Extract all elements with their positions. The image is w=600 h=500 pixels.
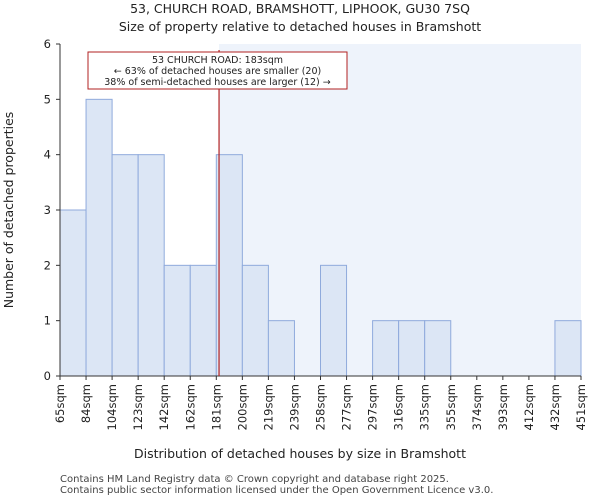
footer-line-1: Contains HM Land Registry data © Crown c… bbox=[60, 474, 449, 485]
chart-subtitle: Size of property relative to detached ho… bbox=[119, 19, 481, 34]
x-tick-label: 200sqm bbox=[235, 384, 249, 430]
x-tick-label: 374sqm bbox=[470, 384, 484, 430]
bar-65sqm bbox=[59, 209, 87, 377]
bar-316sqm bbox=[398, 320, 426, 377]
x-tick-label: 239sqm bbox=[287, 384, 301, 430]
y-tick-label: 3 bbox=[44, 203, 51, 217]
x-axis-label: Distribution of detached houses by size … bbox=[134, 446, 466, 461]
annotation-box: 53 CHURCH ROAD: 183sqm ← 63% of detached… bbox=[87, 51, 348, 90]
x-tick-label: 335sqm bbox=[418, 384, 432, 430]
x-tick-label: 297sqm bbox=[366, 384, 380, 430]
x-tick-label: 432sqm bbox=[548, 384, 562, 430]
bar-104sqm bbox=[111, 154, 139, 377]
bar-84sqm bbox=[85, 98, 113, 377]
x-tick-label: 393sqm bbox=[496, 384, 510, 430]
bar-258sqm bbox=[320, 264, 348, 377]
annotation-line-3: 38% of semi-detached houses are larger (… bbox=[104, 77, 331, 88]
bar-219sqm bbox=[267, 320, 295, 377]
bar-200sqm bbox=[241, 264, 269, 377]
y-tick-label: 5 bbox=[44, 92, 51, 106]
y-tick-label: 1 bbox=[44, 314, 51, 328]
x-tick-label: 123sqm bbox=[131, 384, 145, 430]
x-tick-label: 104sqm bbox=[105, 384, 119, 430]
x-tick-label: 258sqm bbox=[314, 384, 328, 430]
bar-162sqm bbox=[189, 264, 217, 377]
y-tick-label: 0 bbox=[44, 369, 51, 383]
x-tick-label: 219sqm bbox=[261, 384, 275, 430]
annotation-line-2: ← 63% of detached houses are smaller (20… bbox=[114, 66, 321, 77]
x-tick-label: 162sqm bbox=[183, 384, 197, 430]
x-tick-label: 181sqm bbox=[209, 384, 223, 430]
bar-297sqm bbox=[372, 320, 400, 377]
histogram-chart: 53, CHURCH ROAD, BRAMSHOTT, LIPHOOK, GU3… bbox=[1, 1, 588, 461]
x-tick-label: 84sqm bbox=[79, 384, 93, 423]
chart-title: 53, CHURCH ROAD, BRAMSHOTT, LIPHOOK, GU3… bbox=[130, 1, 470, 16]
x-tick-label: 412sqm bbox=[522, 384, 536, 430]
x-tick-label: 451sqm bbox=[574, 384, 588, 430]
footer-line-2: Contains public sector information licen… bbox=[60, 485, 494, 496]
bar-335sqm bbox=[424, 320, 452, 377]
bar-432sqm bbox=[554, 320, 582, 377]
x-tick-label: 277sqm bbox=[340, 384, 354, 430]
x-tick-label: 355sqm bbox=[444, 384, 458, 430]
bar-181sqm bbox=[215, 154, 243, 377]
x-tick-label: 316sqm bbox=[392, 384, 406, 430]
y-tick-label: 6 bbox=[44, 37, 51, 51]
y-axis-label: Number of detached properties bbox=[1, 112, 16, 309]
bar-142sqm bbox=[163, 264, 191, 377]
x-tick-label: 142sqm bbox=[157, 384, 171, 430]
x-tick-label: 65sqm bbox=[53, 384, 67, 423]
annotation-line-1: 53 CHURCH ROAD: 183sqm bbox=[152, 55, 283, 66]
bar-123sqm bbox=[137, 154, 165, 377]
y-tick-label: 2 bbox=[44, 258, 51, 272]
y-tick-label: 4 bbox=[44, 148, 51, 162]
